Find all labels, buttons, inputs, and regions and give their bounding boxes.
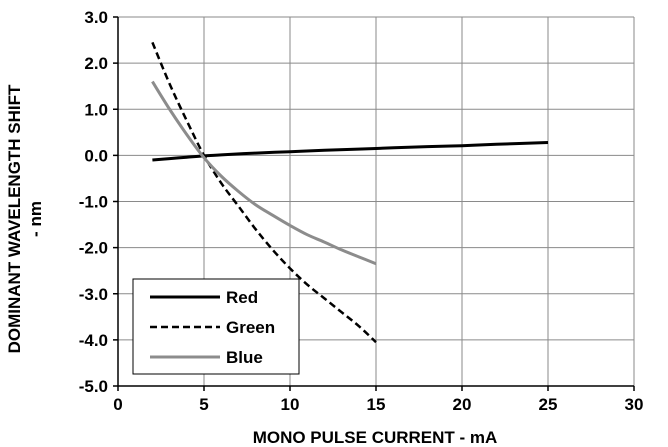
y-tick-label: -3.0 [79, 285, 108, 304]
x-tick-label: 20 [453, 395, 472, 414]
x-tick-label: 5 [199, 395, 208, 414]
x-tick-label: 25 [539, 395, 558, 414]
y-tick-label: -5.0 [79, 377, 108, 396]
x-tick-label: 30 [625, 395, 644, 414]
x-tick-label: 0 [113, 395, 122, 414]
x-tick-label: 15 [367, 395, 386, 414]
y-tick-label: 1.0 [84, 100, 108, 119]
y-tick-label: -4.0 [79, 331, 108, 350]
series-lines [151, 41, 549, 344]
series-line-green [151, 41, 377, 344]
y-axis-title-line1: DOMINANT WAVELENGTH SHIFT [5, 84, 24, 353]
series-line-blue [151, 80, 377, 266]
y-axis-title-line2: - nm [26, 201, 45, 237]
tick-labels: 0 5 10 15 20 25 30 3.0 2.0 1.0 0.0 -1.0 -2.0 -3.0 -4.0… [79, 8, 644, 414]
x-tick-label: 10 [281, 395, 300, 414]
axes [113, 16, 635, 391]
x-axis-title: MONO PULSE CURRENT - mA [253, 428, 498, 447]
series-line-red [152, 140, 549, 162]
y-tick-label: 2.0 [84, 54, 108, 73]
legend-label-red: Red [226, 288, 258, 307]
legend-label-blue: Blue [226, 348, 263, 367]
y-tick-label: 0.0 [84, 146, 108, 165]
y-tick-label: -1.0 [79, 193, 108, 212]
y-tick-label: -2.0 [79, 239, 108, 258]
legend-label-green: Green [226, 318, 275, 337]
y-tick-label: 3.0 [84, 8, 108, 27]
legend: Red Green Blue [132, 278, 300, 375]
